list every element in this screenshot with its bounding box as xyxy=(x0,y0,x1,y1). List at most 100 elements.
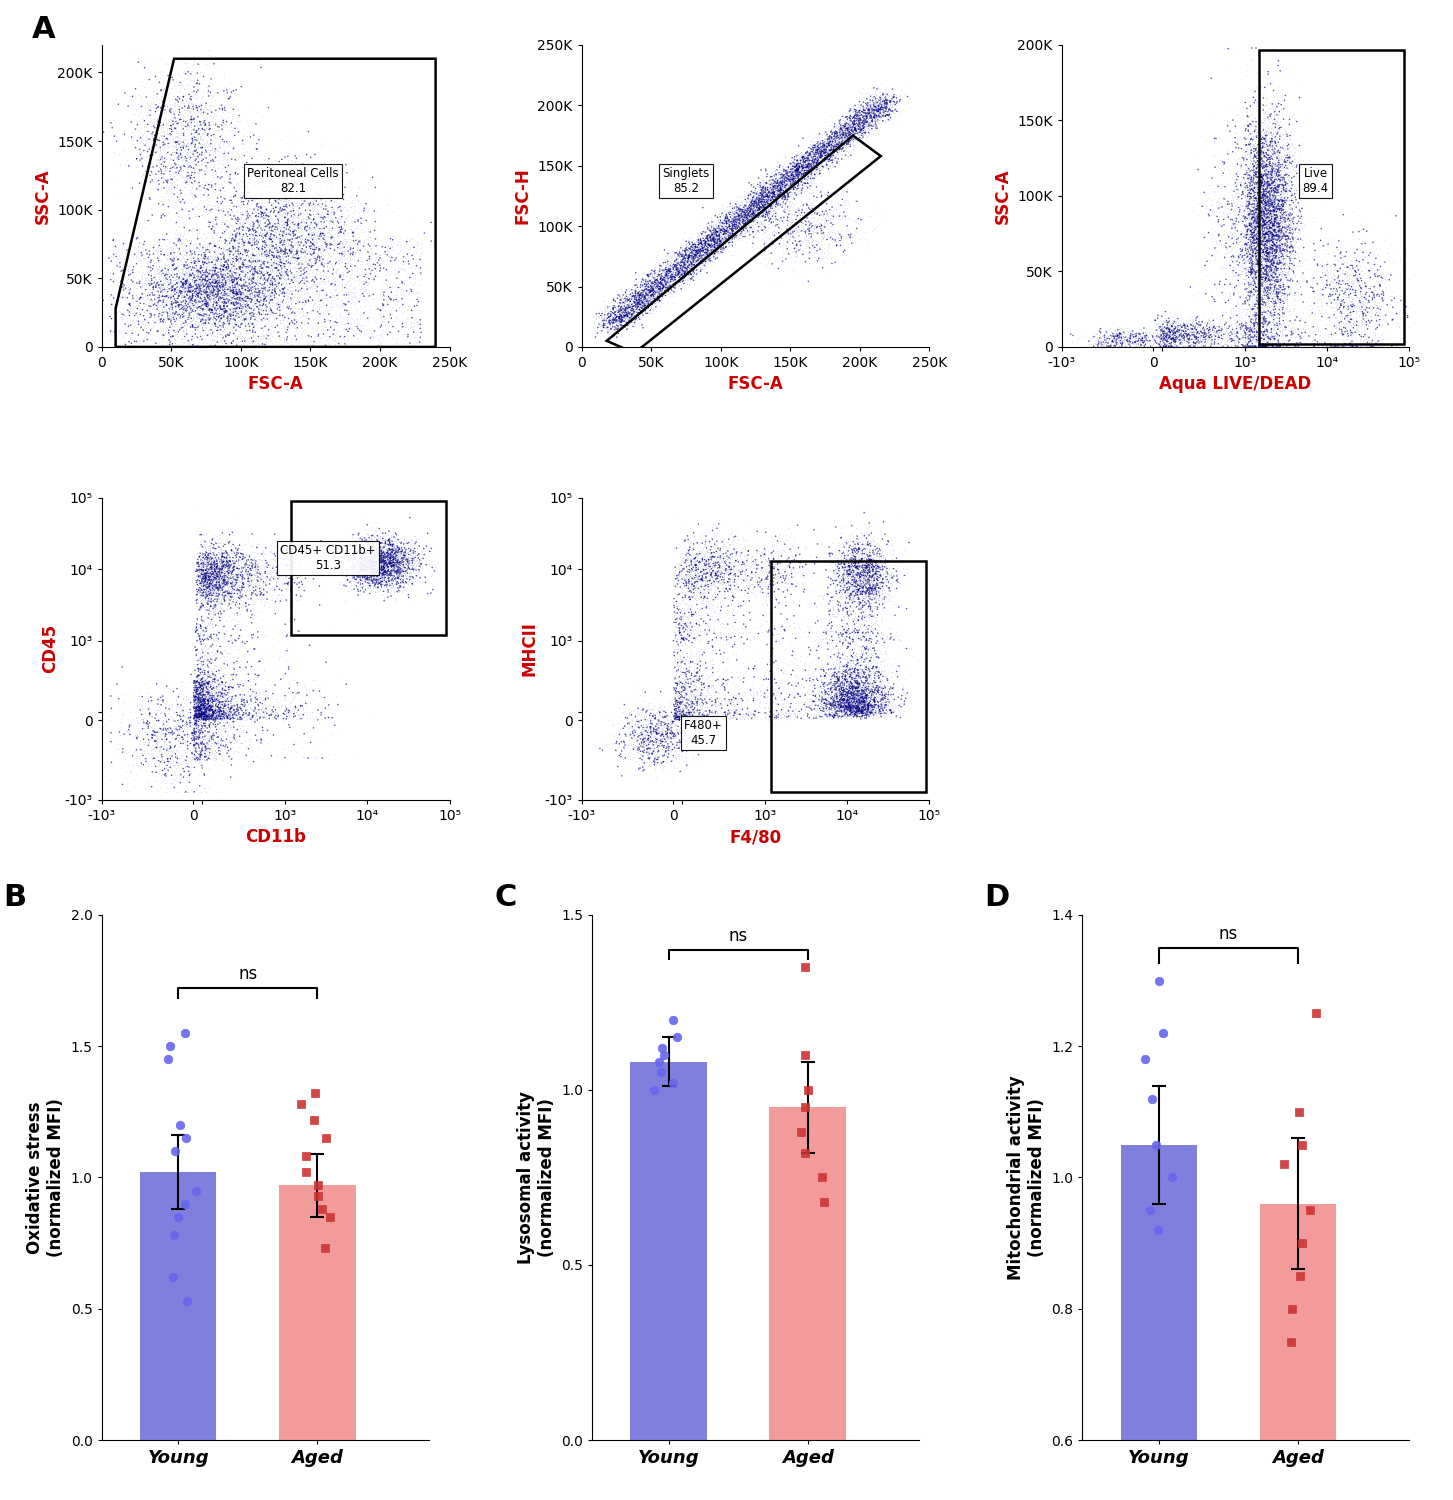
Point xyxy=(696,238,719,262)
Point xyxy=(227,702,250,726)
Point xyxy=(304,209,327,232)
Point xyxy=(344,566,368,590)
Point xyxy=(1122,322,1145,346)
Point xyxy=(1255,189,1279,213)
Point xyxy=(863,92,886,116)
Point xyxy=(1119,328,1142,352)
Point xyxy=(134,266,157,290)
Point xyxy=(722,207,745,231)
Point xyxy=(173,780,196,804)
Point xyxy=(833,116,856,140)
Point xyxy=(113,256,137,280)
Point xyxy=(857,549,881,573)
Point xyxy=(757,226,780,251)
Point xyxy=(243,209,266,232)
Point xyxy=(1252,170,1276,194)
Point xyxy=(264,282,288,306)
Point xyxy=(201,742,224,766)
Point xyxy=(231,320,254,344)
Point xyxy=(270,284,294,308)
Point xyxy=(838,657,862,681)
Point xyxy=(854,674,878,698)
Point xyxy=(174,274,198,298)
Point xyxy=(780,681,804,705)
Point xyxy=(635,710,658,734)
Point xyxy=(819,692,843,715)
Point xyxy=(208,261,231,285)
Point xyxy=(273,210,296,234)
Point xyxy=(124,768,147,792)
Point xyxy=(198,211,221,236)
Point xyxy=(833,654,856,678)
Point xyxy=(769,570,792,594)
Point xyxy=(1248,252,1271,276)
Point xyxy=(728,213,751,237)
Point xyxy=(1280,236,1303,260)
Point xyxy=(798,147,821,171)
Point xyxy=(266,176,289,200)
Point xyxy=(1250,327,1273,351)
Point xyxy=(231,211,254,236)
Point xyxy=(195,582,218,606)
Point xyxy=(629,272,652,296)
Point xyxy=(353,258,376,282)
Point xyxy=(368,549,391,573)
Point xyxy=(1238,268,1261,292)
Point xyxy=(693,578,716,602)
Point xyxy=(870,562,894,586)
Point xyxy=(1273,150,1296,174)
Point xyxy=(702,232,725,256)
Point xyxy=(240,231,263,255)
Point xyxy=(218,274,241,298)
Point xyxy=(357,566,381,590)
Point xyxy=(1254,190,1277,214)
Point xyxy=(173,717,196,741)
Point xyxy=(1177,322,1200,346)
Point xyxy=(208,567,231,591)
Point xyxy=(1257,207,1280,231)
Point xyxy=(875,92,898,116)
Point xyxy=(699,236,722,260)
Point xyxy=(642,286,665,310)
Point xyxy=(208,606,231,630)
Point xyxy=(254,684,278,708)
Point xyxy=(830,694,853,718)
Point xyxy=(795,228,818,252)
Point xyxy=(841,672,865,696)
Point xyxy=(1250,292,1273,316)
Point xyxy=(139,170,163,194)
Point xyxy=(825,694,849,718)
Point xyxy=(286,296,309,320)
Point xyxy=(222,532,246,556)
Point xyxy=(202,578,225,602)
Point xyxy=(681,705,705,729)
Point xyxy=(831,684,854,708)
Point xyxy=(201,543,224,567)
Point xyxy=(625,300,648,324)
Point xyxy=(847,96,870,120)
Point xyxy=(1343,284,1366,308)
Point xyxy=(395,555,418,579)
Point xyxy=(148,258,171,282)
Point xyxy=(1351,240,1375,264)
Point xyxy=(1266,224,1289,248)
Point xyxy=(700,228,724,252)
Point xyxy=(841,627,865,651)
Point xyxy=(655,735,679,759)
Point xyxy=(141,142,164,166)
Point xyxy=(199,550,222,574)
Point xyxy=(202,680,225,703)
Point xyxy=(843,640,866,664)
Point xyxy=(1248,189,1271,213)
Point xyxy=(843,584,866,608)
Point xyxy=(644,706,667,730)
Point xyxy=(1130,328,1154,352)
Point xyxy=(821,680,844,703)
Point xyxy=(1252,298,1276,322)
Point xyxy=(795,148,818,172)
Point xyxy=(225,549,248,573)
Point xyxy=(1258,154,1282,178)
Point xyxy=(661,267,684,291)
Point xyxy=(849,568,872,592)
Point xyxy=(747,206,770,230)
